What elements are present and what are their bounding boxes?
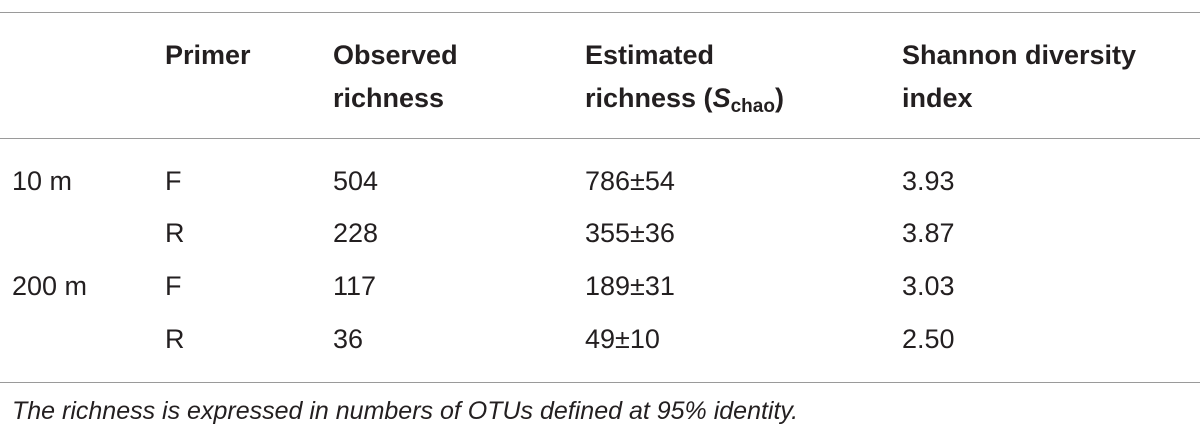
table-cell: 3.03 xyxy=(902,271,955,301)
table-cell: 189±31 xyxy=(585,271,675,301)
table-cell: 786±54 xyxy=(585,166,675,196)
header-cell: Primer xyxy=(165,40,251,70)
table-cell: 3.87 xyxy=(902,218,955,248)
table-cell: F xyxy=(165,166,182,196)
table-cell: 10 m xyxy=(12,166,73,196)
table-cell: 228 xyxy=(333,218,379,248)
top-rule xyxy=(0,12,1200,13)
table-cell: 49±10 xyxy=(585,324,660,354)
header-cell: Observed richness xyxy=(333,34,458,120)
header-cell: Shannon diversity index xyxy=(902,34,1136,120)
table-cell: R xyxy=(165,218,185,248)
table-cell: 504 xyxy=(333,166,379,196)
table-cell: 3.93 xyxy=(902,166,955,196)
header-line: index xyxy=(902,83,973,113)
table-cell: 117 xyxy=(333,271,377,301)
table-cell: F xyxy=(165,271,182,301)
header-cell: Estimated richness (Schao) xyxy=(585,34,784,128)
header-text: richness ( xyxy=(585,83,713,113)
footnote: The richness is expressed in numbers of … xyxy=(12,397,799,425)
subscript: chao xyxy=(730,96,775,117)
symbol: S xyxy=(712,83,731,113)
table-cell: 200 m xyxy=(12,271,88,301)
header-line: Estimated xyxy=(585,40,715,70)
table-cell: 355±36 xyxy=(585,218,675,248)
table-cell: R xyxy=(165,324,185,354)
header-line: richness xyxy=(333,83,445,113)
table-cell: 2.50 xyxy=(902,324,955,354)
header-rule xyxy=(0,138,1200,139)
header-line: Shannon diversity xyxy=(902,40,1137,70)
table-cell: 36 xyxy=(333,324,364,354)
header-text: ) xyxy=(774,83,784,113)
bottom-rule xyxy=(0,382,1200,383)
header-line: richness (Schao) xyxy=(585,77,784,128)
header-line: Observed xyxy=(333,40,458,70)
